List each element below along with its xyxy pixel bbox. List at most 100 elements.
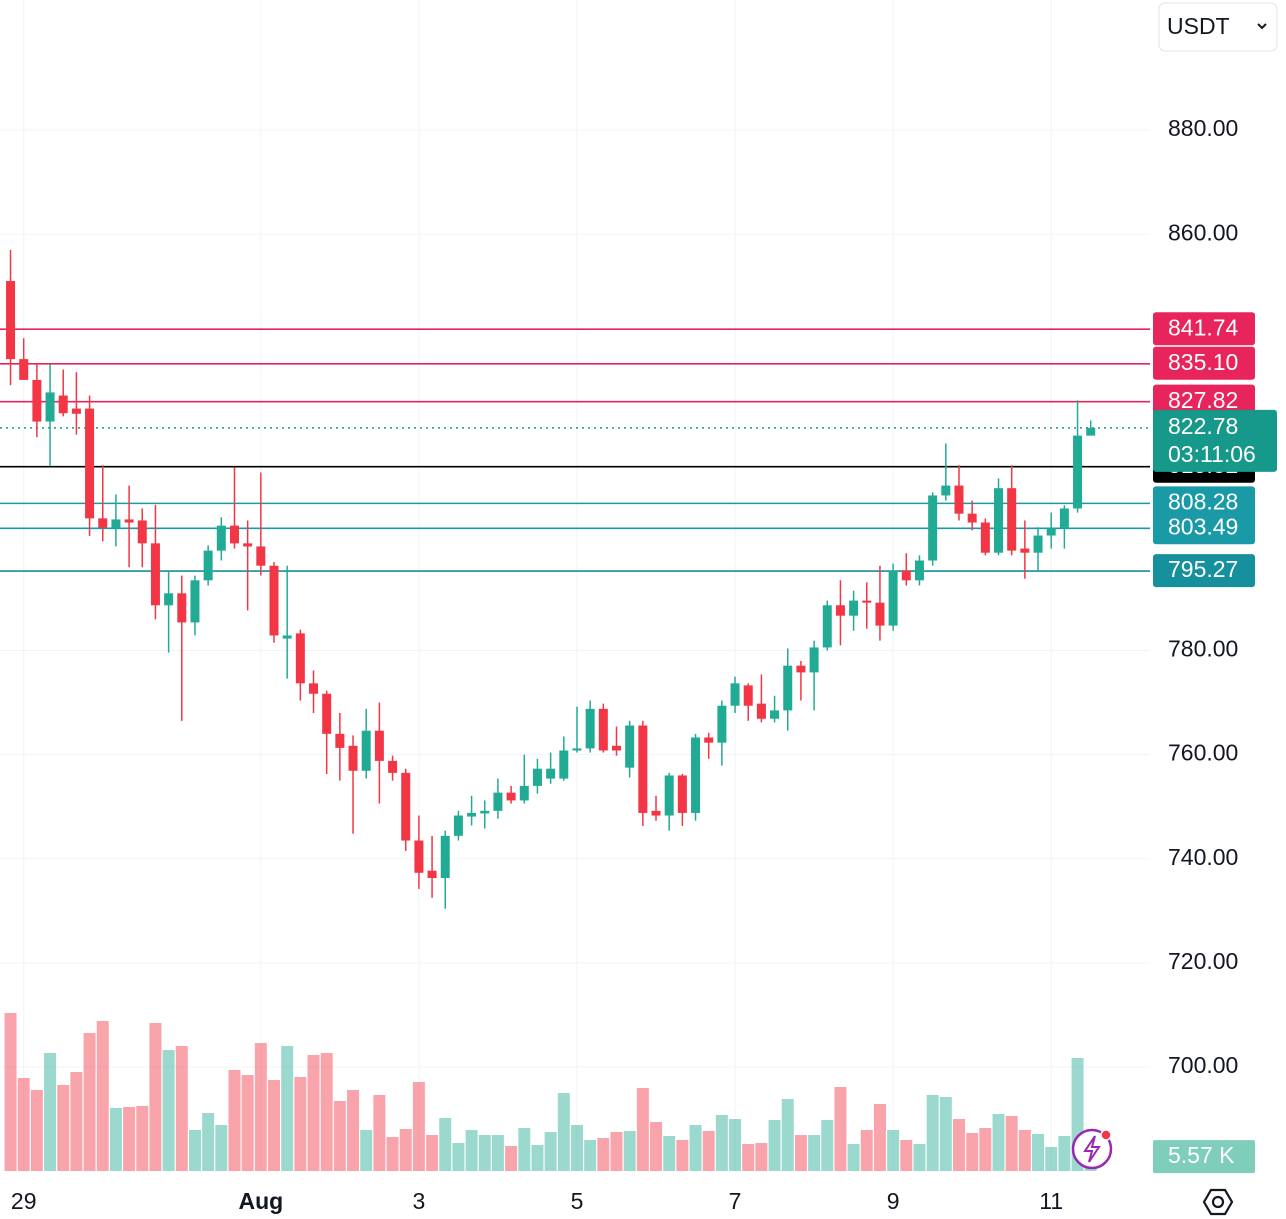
- currency-label[interactable]: USDT: [1167, 13, 1230, 39]
- volume: [4, 1013, 1097, 1171]
- candle-body: [269, 565, 279, 636]
- volume-bar: [44, 1053, 57, 1171]
- y-tick-label: 860.00: [1168, 219, 1238, 245]
- volume-bar: [426, 1135, 439, 1171]
- level-label: 795.27: [1168, 556, 1238, 582]
- candle-body: [730, 683, 740, 706]
- chevron[interactable]: [1257, 23, 1267, 30]
- candle-body: [256, 546, 266, 566]
- volume-bar: [610, 1132, 623, 1171]
- volume-bar: [650, 1122, 663, 1171]
- candle-body: [585, 708, 595, 749]
- y-tick-label: 880.00: [1168, 115, 1238, 141]
- volume-bar: [228, 1070, 241, 1171]
- candle-body: [901, 570, 911, 581]
- candle-body: [770, 710, 780, 719]
- candle-body: [150, 543, 160, 606]
- candle-body: [967, 513, 977, 523]
- x-tick-label: 5: [571, 1188, 584, 1214]
- volume-bar: [307, 1055, 320, 1171]
- candle-body: [19, 359, 29, 380]
- volume-bar: [123, 1107, 136, 1171]
- candle-body: [1046, 528, 1056, 536]
- candle-body: [229, 525, 239, 544]
- y-tick-label: 780.00: [1168, 636, 1238, 662]
- volume-bar: [399, 1129, 412, 1171]
- candle-body: [651, 810, 661, 816]
- volume-bar: [557, 1093, 570, 1171]
- alert-icon: [1071, 1128, 1113, 1170]
- candle-body: [401, 772, 411, 841]
- volume-bar: [781, 1099, 794, 1171]
- volume-bar: [742, 1144, 755, 1171]
- settings-icon[interactable]: [1202, 1188, 1234, 1216]
- volume-bar: [57, 1085, 70, 1171]
- candle-body: [243, 543, 253, 547]
- volume-bar: [149, 1023, 162, 1171]
- x-tick-label: 11: [1039, 1188, 1063, 1214]
- candle-body: [467, 812, 477, 817]
- level-tag: [1153, 312, 1255, 346]
- currency-select[interactable]: USDT: [1158, 2, 1278, 52]
- volume-bar: [847, 1144, 860, 1171]
- candle-body: [625, 725, 635, 768]
- level-label: 835.10: [1168, 349, 1238, 375]
- candle-body: [796, 665, 806, 673]
- candle-body: [493, 792, 503, 811]
- candle-body: [611, 745, 621, 751]
- volume-bar: [188, 1130, 201, 1171]
- candle-body: [480, 810, 490, 814]
- volume-bar: [926, 1095, 939, 1171]
- volume-bar: [333, 1101, 346, 1171]
- volume-bar: [267, 1080, 280, 1171]
- volume-bar: [794, 1135, 807, 1171]
- level-label: 827.82: [1168, 387, 1238, 413]
- candle-body: [1086, 427, 1096, 436]
- volume-bar: [887, 1130, 900, 1171]
- candle-body: [85, 408, 95, 519]
- gear-hole[interactable]: [1211, 1195, 1225, 1209]
- volume-bar: [544, 1132, 557, 1171]
- level-label: 803.49: [1168, 513, 1238, 539]
- candle-body: [164, 593, 174, 606]
- volume-bar: [676, 1140, 689, 1171]
- candle-body: [638, 725, 648, 813]
- candle-body: [388, 760, 398, 773]
- volume-bar: [979, 1128, 992, 1171]
- volume-bar: [1045, 1147, 1058, 1171]
- x-tick-label: 7: [729, 1188, 742, 1214]
- volume-bar: [83, 1033, 96, 1171]
- volume-bar: [478, 1135, 491, 1171]
- volume-bar: [755, 1143, 768, 1171]
- volume-bar: [834, 1087, 847, 1171]
- volume-bar: [439, 1118, 452, 1171]
- currency-box[interactable]: [1158, 2, 1278, 52]
- candle-body: [572, 748, 582, 751]
- level-tag: [1153, 554, 1255, 588]
- candle-body: [559, 750, 569, 779]
- volume-bar: [505, 1146, 518, 1171]
- y-tick-label: 740.00: [1168, 844, 1238, 870]
- volume-bar: [636, 1088, 649, 1171]
- candle-body: [835, 605, 845, 616]
- candle-body: [664, 775, 674, 816]
- x-tick-label: 9: [887, 1188, 900, 1214]
- volume-bar: [939, 1097, 952, 1171]
- alert-dot: [1100, 1129, 1112, 1141]
- gear[interactable]: [1202, 1188, 1234, 1216]
- candle-body: [914, 560, 924, 581]
- candle-body: [6, 281, 16, 360]
- volume-bar: [360, 1130, 373, 1171]
- candle-body: [822, 605, 832, 648]
- candle-body: [546, 768, 556, 779]
- candle-body: [717, 705, 727, 743]
- volume-bar: [597, 1138, 610, 1171]
- volume-bar: [215, 1125, 228, 1171]
- volume-bar: [241, 1075, 254, 1171]
- volume-bar: [30, 1090, 43, 1171]
- candle-body: [888, 570, 898, 626]
- volume-bar: [386, 1137, 399, 1171]
- volume-bar: [491, 1135, 504, 1171]
- candle-body: [282, 635, 292, 639]
